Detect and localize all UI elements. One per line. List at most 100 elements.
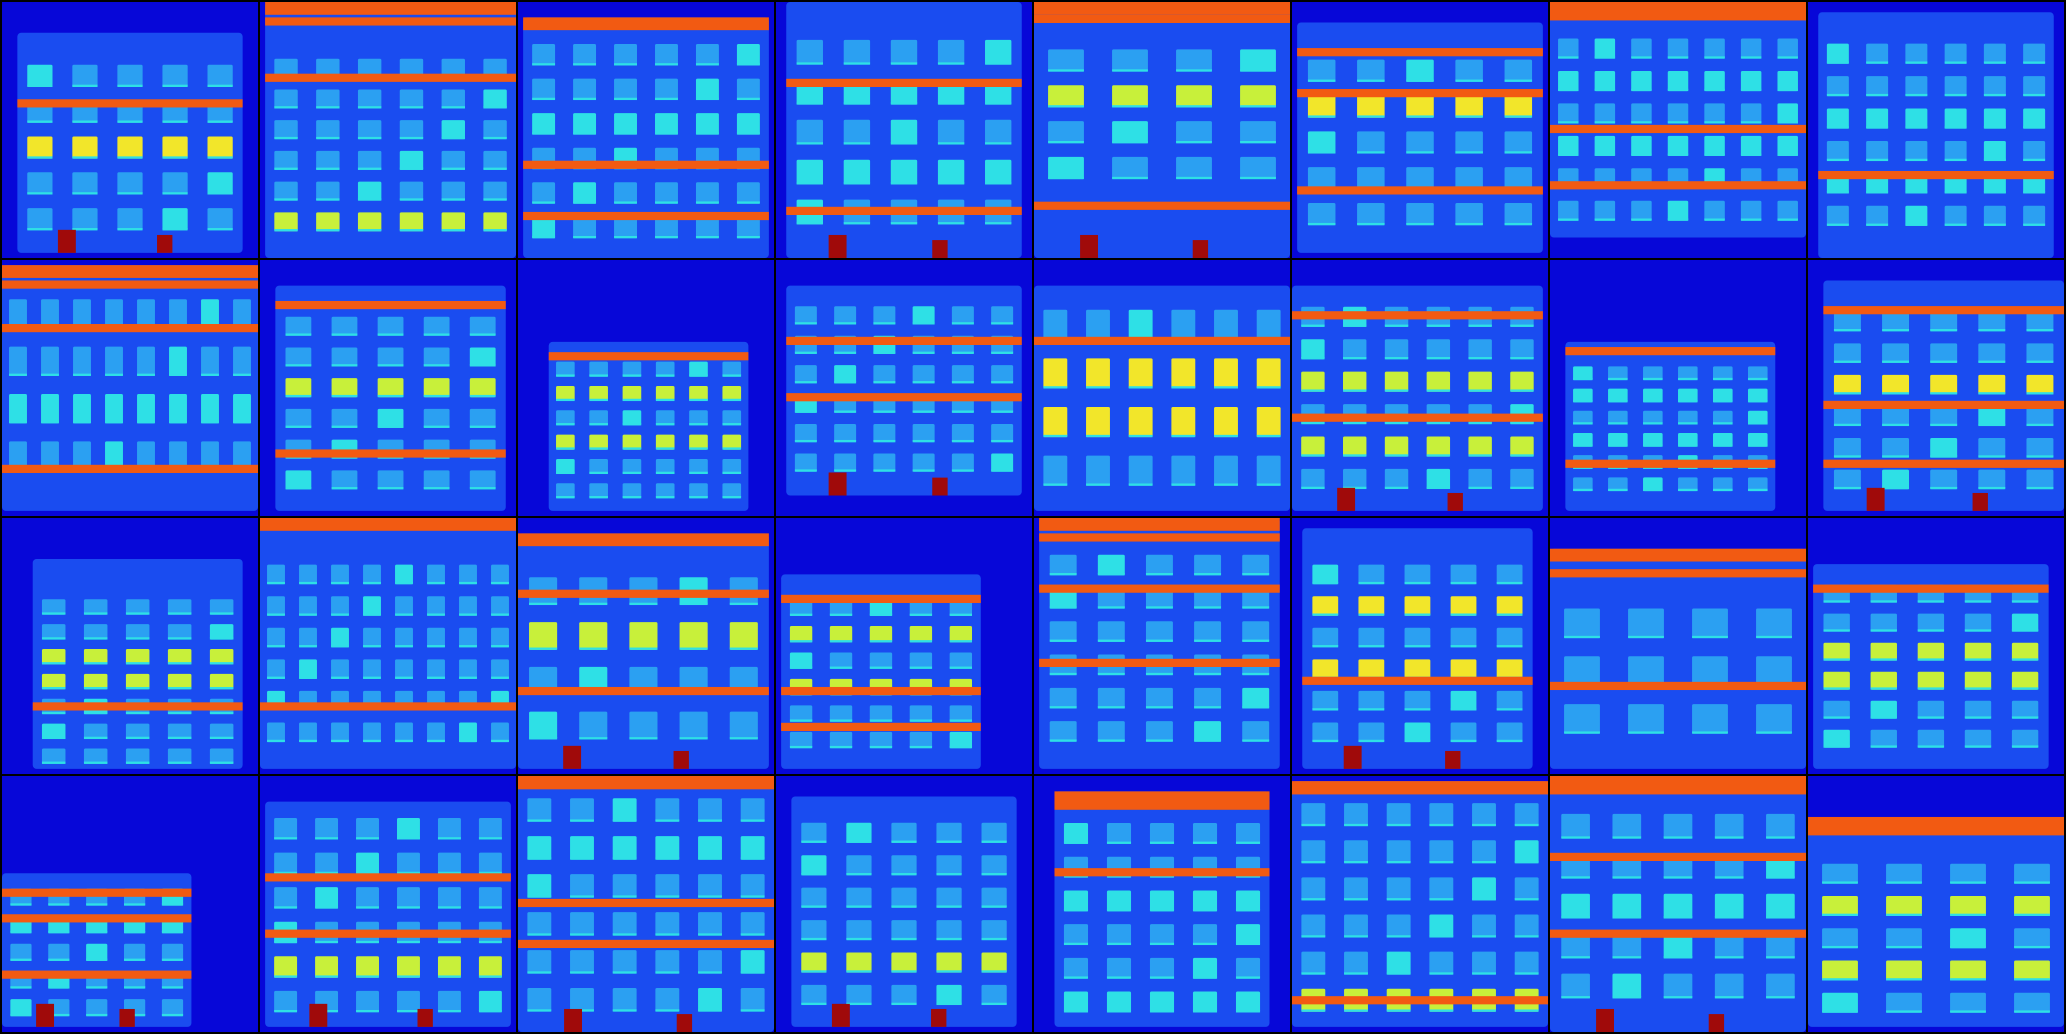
window-sill (1106, 875, 1132, 878)
window-label (614, 182, 637, 204)
cornice-band (548, 352, 749, 361)
window-sill (951, 381, 974, 384)
window-sill (1882, 486, 1910, 490)
window-label (427, 596, 445, 616)
facade-tile (518, 518, 774, 774)
window-label (1386, 803, 1411, 827)
window-label (1048, 121, 1084, 144)
window-sill (331, 676, 349, 679)
window-label (9, 441, 27, 471)
window-sill (1608, 400, 1628, 403)
window-label (1663, 973, 1693, 999)
window-label (105, 393, 123, 424)
window-label (1704, 70, 1725, 92)
window-label (1558, 200, 1579, 221)
window-label (1950, 895, 1986, 916)
window-sill (1905, 158, 1928, 162)
window-sill (909, 613, 933, 616)
window-label (1678, 388, 1698, 403)
window-sill (1149, 841, 1175, 844)
cornice-band (781, 686, 981, 696)
window-sill (698, 819, 722, 822)
window-sill (1214, 483, 1238, 486)
window-label (1450, 722, 1477, 743)
window-sill (83, 761, 108, 764)
facade-region (1808, 816, 2064, 1027)
window-sill (1242, 639, 1270, 642)
window-label (72, 136, 98, 159)
window-label (1235, 823, 1261, 844)
window-label (1307, 131, 1336, 154)
window-label (299, 659, 317, 679)
window-label (801, 887, 827, 908)
window-sill (834, 381, 857, 384)
window-sill (1704, 153, 1725, 156)
window-label (1149, 890, 1175, 912)
window-label (1301, 371, 1325, 392)
facade-label-map (2, 2, 258, 258)
window-sill (573, 97, 597, 101)
window-label (1886, 895, 1922, 916)
window-label (1766, 973, 1795, 999)
window-sill (1176, 69, 1212, 72)
window-sill (1826, 158, 1849, 162)
window-label (1704, 135, 1725, 156)
facade-region (523, 17, 769, 258)
window-label (274, 956, 298, 978)
window-label (1747, 388, 1768, 403)
window-sill (937, 62, 965, 65)
window-sill (1882, 423, 1910, 427)
window-label (2023, 43, 2046, 64)
door-label (1080, 234, 1098, 258)
cornice-band (275, 300, 506, 310)
cornice-band (1550, 852, 1806, 861)
window-label (570, 836, 594, 860)
window-sill (123, 986, 146, 989)
window-label (1171, 309, 1196, 340)
window-label (722, 361, 742, 377)
window-label (1214, 406, 1238, 438)
window-sill (201, 373, 219, 376)
window-label (1240, 49, 1276, 72)
window-sill (796, 222, 823, 225)
window-label (1777, 103, 1798, 124)
window-sill (1833, 329, 1861, 332)
window-label (1214, 358, 1238, 389)
window-sill (1643, 444, 1663, 447)
window-sill (981, 937, 1007, 941)
facade-tile (2, 2, 258, 258)
cornice-band (1292, 311, 1543, 320)
window-label (169, 441, 187, 471)
window-sill (622, 398, 642, 402)
window-label (1643, 477, 1663, 492)
window-sill (395, 739, 413, 743)
window-sill (622, 471, 642, 475)
window-sill (1514, 860, 1539, 864)
window-sill (1826, 191, 1849, 194)
window-label (1612, 893, 1642, 919)
facade-tile (1292, 776, 1548, 1032)
window-sill (1678, 488, 1698, 492)
window-sill (1450, 739, 1477, 743)
window-sill (1704, 56, 1725, 59)
facade-tile (1034, 776, 1290, 1032)
window-label (614, 78, 637, 101)
window-label (1594, 103, 1616, 124)
window-label (1450, 596, 1477, 616)
cornice-band (1302, 676, 1533, 685)
window-label (399, 89, 424, 109)
window-label (936, 984, 962, 1006)
window-sill (589, 447, 608, 450)
window-sill (655, 374, 675, 377)
window-sill (1049, 606, 1077, 609)
window-sill (125, 686, 150, 690)
window-label (483, 212, 507, 232)
window-label (579, 622, 608, 650)
window-label (267, 564, 285, 585)
window-label (1564, 608, 1600, 639)
window-sill (612, 857, 637, 860)
window-sill (529, 602, 558, 606)
window-sill (937, 142, 965, 145)
window-sill (397, 940, 420, 944)
window-sill (437, 1009, 461, 1013)
